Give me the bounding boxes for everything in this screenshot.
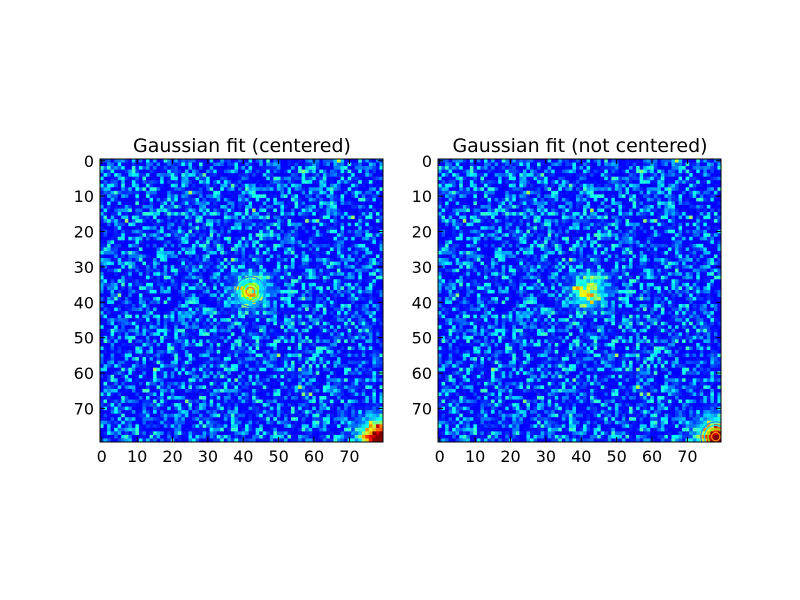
heatmap-panel-not-centered: Gaussian fit (not centered) 0 10 20 30 40 50 6… <box>412 135 722 466</box>
fit-contour-ring <box>700 421 721 442</box>
heatmap-cell-grid <box>438 159 721 442</box>
y-tick-label: 50 <box>74 329 94 348</box>
x-tick-label: 30 <box>198 447 218 466</box>
x-tick-label: 70 <box>339 447 359 466</box>
panel-title-centered: Gaussian fit (centered) <box>133 135 351 157</box>
x-tick-label: 50 <box>268 447 288 466</box>
x-tick-label: 30 <box>536 447 556 466</box>
axes-frame-centered <box>99 158 384 443</box>
fit-contour-ring <box>241 283 259 301</box>
fit-contours-not-centered <box>700 421 721 442</box>
fit-contour-ring <box>710 431 721 442</box>
fit-contours-centered <box>234 276 266 308</box>
x-tick-label: 60 <box>304 447 324 466</box>
heatmap-cells-centered <box>100 159 383 442</box>
fit-contour-ring <box>238 279 263 304</box>
heatmap-cell-grid <box>100 159 383 442</box>
y-tick-label: 0 <box>422 152 432 171</box>
y-tick-label: 10 <box>74 187 94 206</box>
axis-ticks-centered: 0 10 20 30 40 50 60 70 0 10 20 30 40 50 60 70 <box>74 152 383 466</box>
x-tick-label: 20 <box>500 447 520 466</box>
y-tick-label: 70 <box>412 399 432 418</box>
axis-ticks-not-centered: 0 10 20 30 40 50 60 70 0 10 20 30 40 50 60 70 <box>412 152 721 466</box>
x-tick-label: 0 <box>97 447 107 466</box>
x-tick-label: 50 <box>606 447 626 466</box>
x-tick-label: 60 <box>642 447 662 466</box>
y-tick-label: 50 <box>412 329 432 348</box>
x-tick-label: 20 <box>162 447 182 466</box>
y-tick-label: 40 <box>412 293 432 312</box>
x-tick-label: 0 <box>435 447 445 466</box>
panel-title-not-centered: Gaussian fit (not centered) <box>452 135 707 157</box>
x-tick-label: 40 <box>233 447 253 466</box>
x-tick-label: 10 <box>465 447 485 466</box>
fit-contour-ring <box>703 424 721 442</box>
heatmap-cells-not-centered <box>438 159 721 442</box>
heatmap-panel-centered: Gaussian fit (centered) 0 10 20 30 40 50 60 700… <box>74 135 384 466</box>
x-tick-label: 10 <box>127 447 147 466</box>
y-tick-label: 20 <box>412 223 432 242</box>
y-tick-label: 70 <box>74 399 94 418</box>
x-tick-label: 40 <box>571 447 591 466</box>
x-tick-label: 70 <box>677 447 697 466</box>
y-tick-label: 0 <box>84 152 94 171</box>
y-tick-label: 60 <box>412 364 432 383</box>
axes-frame-not-centered <box>437 158 722 443</box>
y-tick-label: 30 <box>412 258 432 277</box>
fit-contour-ring <box>707 428 721 442</box>
fit-contour-ring <box>245 286 256 297</box>
y-tick-label: 30 <box>74 258 94 277</box>
y-tick-label: 10 <box>412 187 432 206</box>
fit-contour-ring <box>234 276 266 308</box>
y-tick-label: 40 <box>74 293 94 312</box>
y-tick-label: 60 <box>74 364 94 383</box>
y-tick-label: 20 <box>74 223 94 242</box>
